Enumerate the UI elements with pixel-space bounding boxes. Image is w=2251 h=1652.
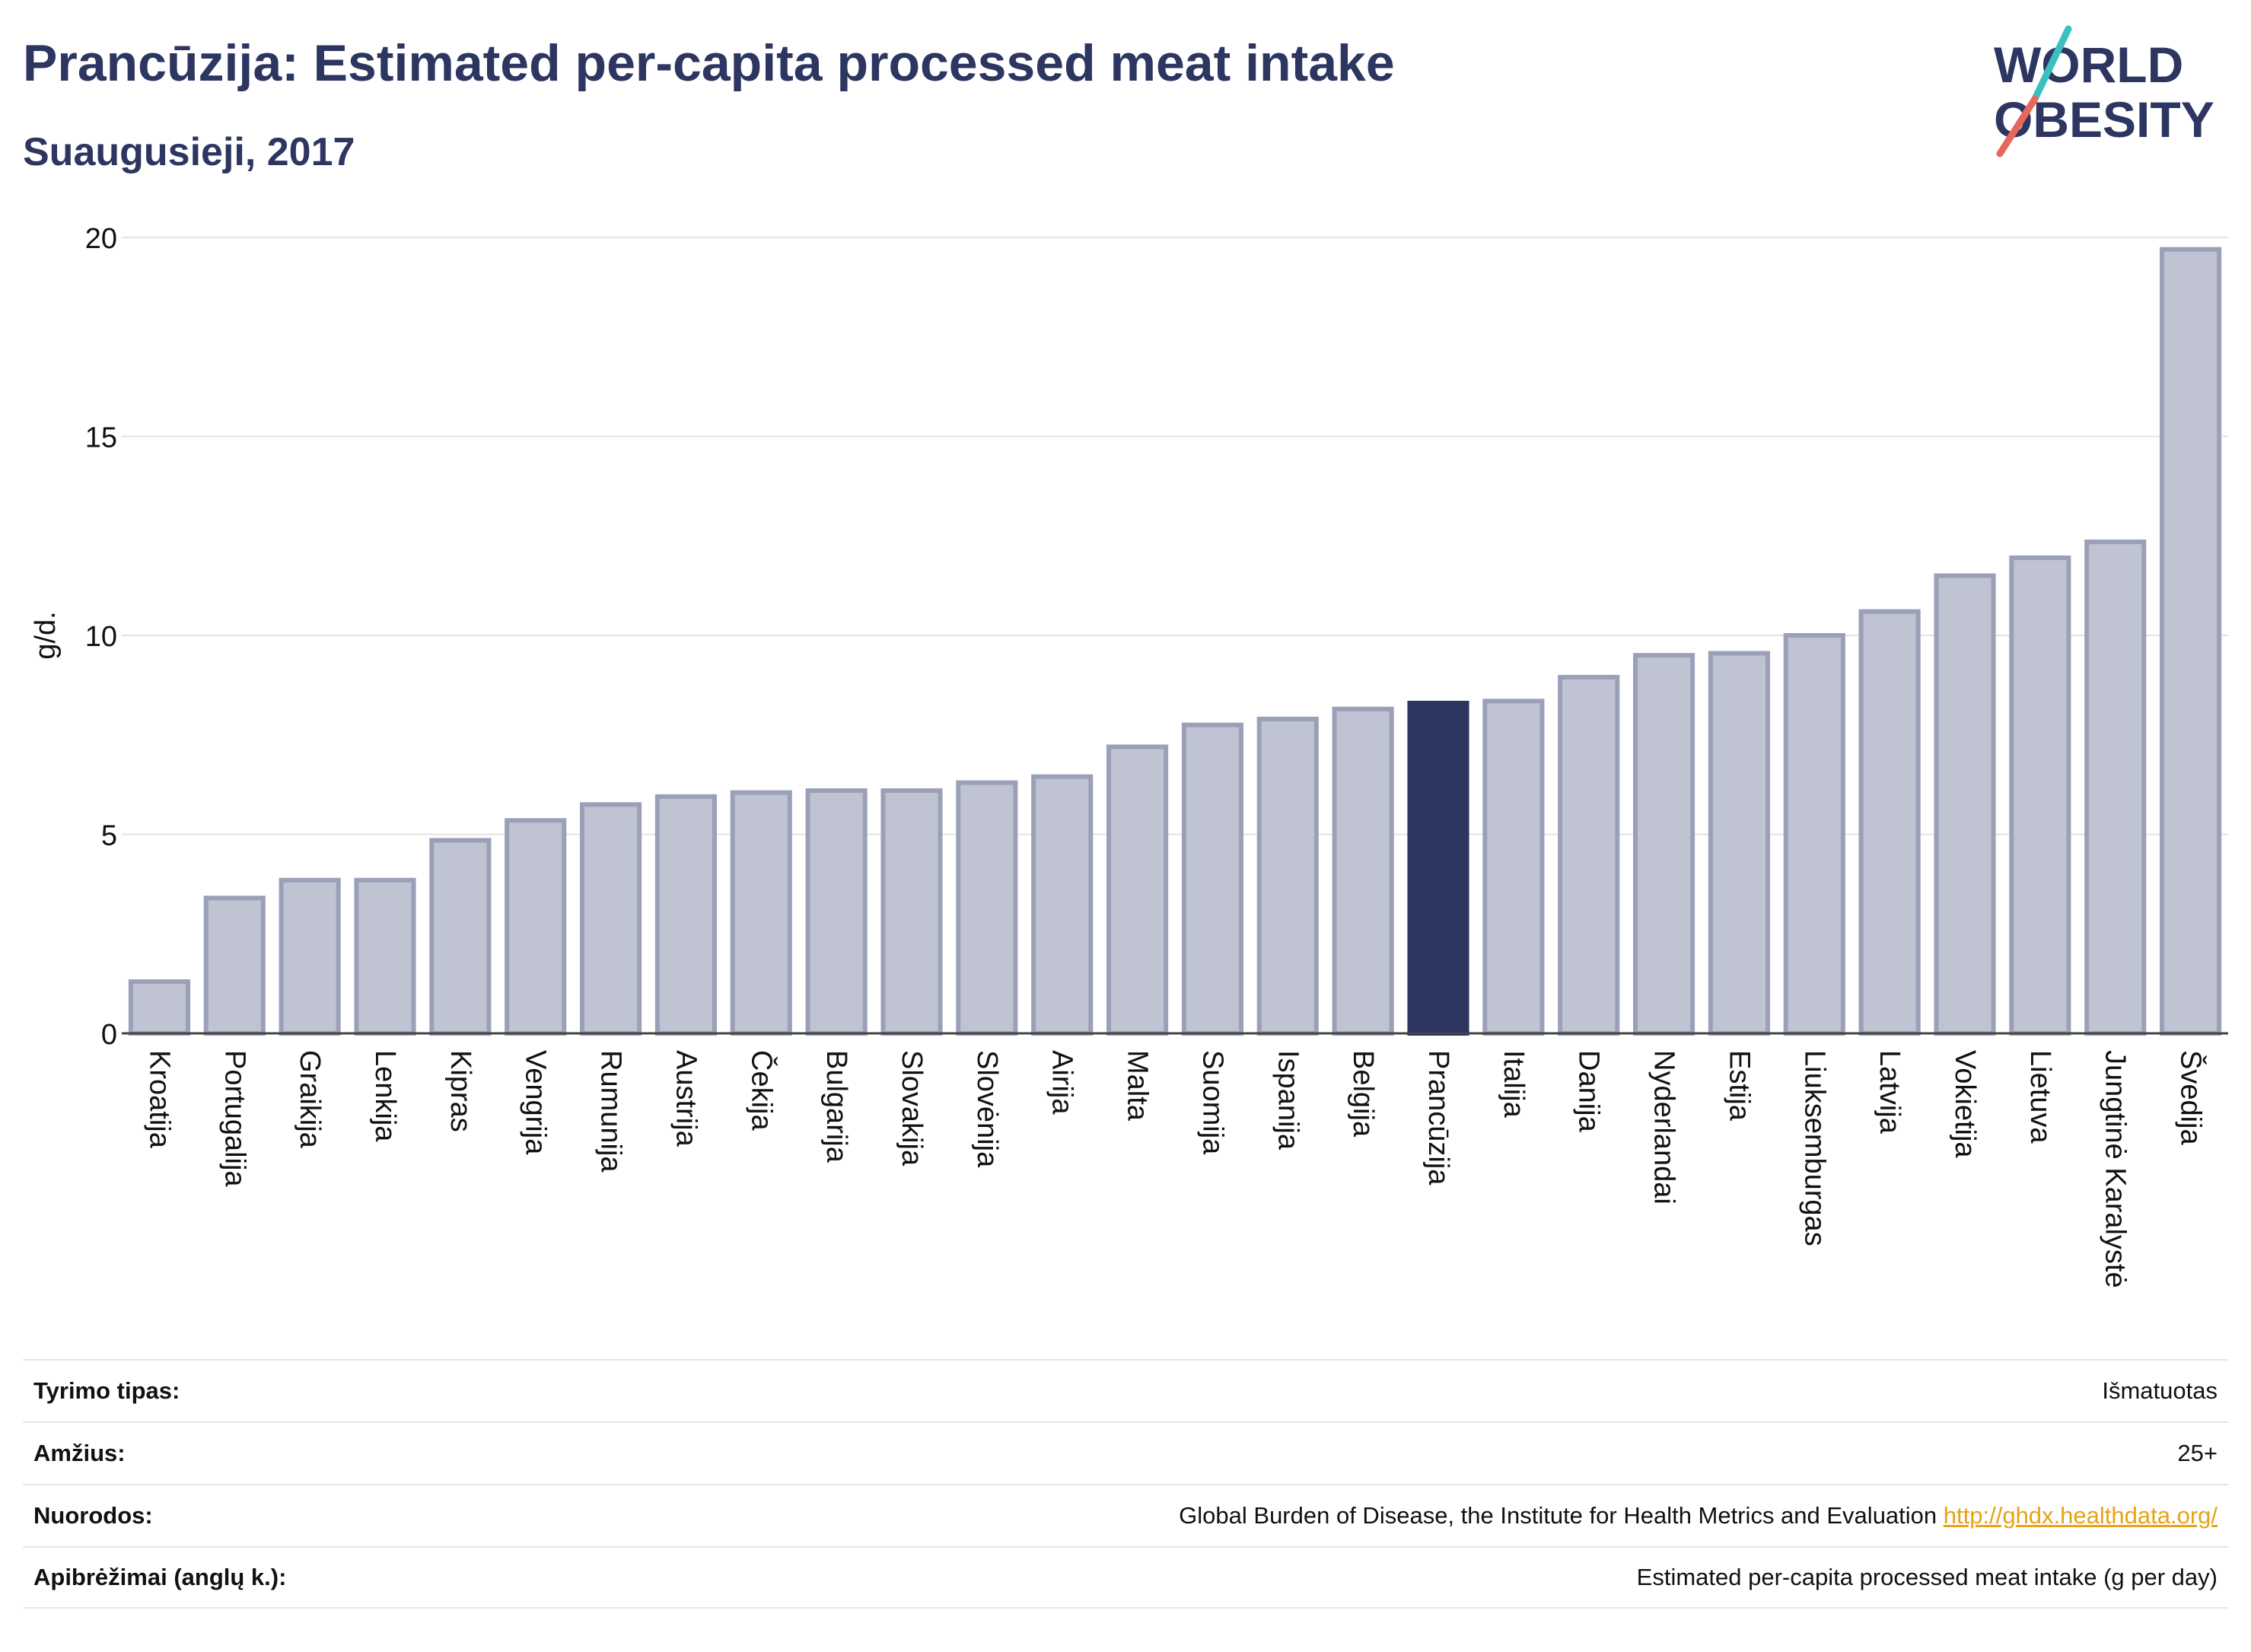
world-obesity-logo: WORLD OBESITY (1994, 25, 2214, 158)
bar-default (1332, 706, 1394, 1036)
y-tick-label: 0 (101, 1019, 117, 1051)
meta-label: Nuorodos: (33, 1502, 153, 1529)
meta-label: Apibrėžimai (anglų k.): (33, 1564, 287, 1590)
x-tick-label: Suomija (1196, 1050, 1228, 1155)
x-tick-label: Graikija (294, 1050, 326, 1149)
x-tick-label: Danija (1573, 1050, 1605, 1133)
x-tick-label: Ispanija (1272, 1050, 1304, 1151)
x-tick-label: Lietuva (2024, 1050, 2056, 1144)
reference-text: Global Burden of Disease, the Institute … (1179, 1502, 1937, 1529)
bar-default (1858, 609, 1921, 1036)
x-tick-label: Airija (1046, 1050, 1078, 1115)
x-tick-label: Malta (1122, 1050, 1154, 1122)
x-tick-label: Rumunija (595, 1050, 627, 1173)
bar-default (1934, 573, 1996, 1036)
x-tick-label: Liuksemburgas (1798, 1050, 1830, 1246)
x-tick-label: Švedija (2175, 1050, 2208, 1145)
bar-default (203, 896, 266, 1036)
bar-highlight (1407, 700, 1469, 1036)
bar-default (354, 877, 416, 1036)
bar-default (2160, 247, 2222, 1036)
meta-row-definitions: Apibrėžimai (anglų k.): Estimated per-ca… (23, 1546, 2228, 1609)
x-tick-label: Latvija (1874, 1050, 1906, 1135)
bar-default (580, 802, 642, 1036)
meta-row-age: Amžius: 25+ (23, 1421, 2228, 1484)
bar-default (128, 979, 190, 1036)
logo-slash-bottom (1996, 95, 2039, 158)
bar-chart: 0 5 10 15 20 g/d. Kroatija Portugalija Graikija L… (30, 223, 2228, 1288)
bar-default (1106, 744, 1169, 1036)
x-tick-label: Slovėnija (971, 1050, 1003, 1168)
logo-text-line1: WORLD (1994, 37, 2183, 93)
x-tick-label: Portugalija (218, 1050, 250, 1187)
bar-default (505, 818, 567, 1036)
meta-label: Tyrimo tipas: (33, 1377, 180, 1404)
x-tick-label: Prancūzija (1422, 1050, 1454, 1186)
meta-value: Global Burden of Disease, the Institute … (1179, 1502, 2218, 1529)
reference-link[interactable]: http://ghdx.healthdata.org/ (1943, 1502, 2218, 1529)
bar-default (1558, 674, 1620, 1036)
chart-subtitle: Suaugusieji, 2017 (23, 130, 355, 174)
x-tick-label: Jungtinė Karalystė (2100, 1050, 2132, 1288)
chart-title: Prancūzija: Estimated per-capita process… (23, 34, 1395, 92)
meta-value: Išmatuotas (2102, 1377, 2218, 1404)
x-tick-label: Vengrija (520, 1050, 552, 1155)
bar-default (1708, 651, 1770, 1036)
logo-slash-top (2031, 25, 2072, 103)
meta-row-references: Nuorodos: Global Burden of Disease, the … (23, 1484, 2228, 1546)
meta-value: 25+ (2177, 1440, 2218, 1466)
x-tick-label: Vokietija (1949, 1050, 1981, 1158)
x-tick-label: Estija (1723, 1050, 1755, 1122)
metadata-table: Tyrimo tipas: Išmatuotas Amžius: 25+ Nuo… (23, 1359, 2228, 1609)
x-tick-label: Kroatija (143, 1050, 175, 1149)
bar-default (1783, 633, 1845, 1036)
y-axis-label: g/d. (30, 611, 62, 659)
bar-default (1482, 699, 1545, 1036)
x-tick-label: Belgija (1347, 1050, 1379, 1138)
x-tick-label: Italija (1498, 1050, 1530, 1119)
x-tick-label: Kipras (444, 1050, 476, 1132)
x-tick-label: Čekija (745, 1050, 778, 1131)
bar-default (2009, 555, 2071, 1036)
bar-default (1256, 716, 1319, 1036)
bar-default (730, 790, 792, 1036)
x-tick-label: Bulgarija (820, 1050, 852, 1163)
x-tick-label: Austrija (670, 1050, 702, 1147)
bar-default (1633, 653, 1695, 1036)
y-tick-label: 10 (85, 621, 117, 653)
y-tick-label: 20 (85, 223, 117, 255)
x-tick-label: Slovakija (896, 1050, 928, 1167)
y-tick-label: 5 (101, 820, 117, 852)
bar-default (805, 788, 868, 1036)
bar-default (1181, 722, 1243, 1036)
bar-default (279, 877, 341, 1036)
bar-default (880, 788, 943, 1036)
bar-default (2084, 540, 2147, 1036)
y-tick-label: 15 (85, 422, 117, 454)
meta-value: Estimated per-capita processed meat inta… (1636, 1564, 2218, 1590)
bar-default (429, 838, 492, 1036)
bar-default (654, 794, 717, 1036)
bar-default (1031, 774, 1094, 1036)
meta-label: Amžius: (33, 1440, 126, 1466)
meta-row-survey-type: Tyrimo tipas: Išmatuotas (23, 1359, 2228, 1421)
x-tick-label: Lenkija (369, 1050, 401, 1142)
bar-default (956, 780, 1018, 1036)
x-tick-label: Nyderlandai (1648, 1050, 1680, 1205)
